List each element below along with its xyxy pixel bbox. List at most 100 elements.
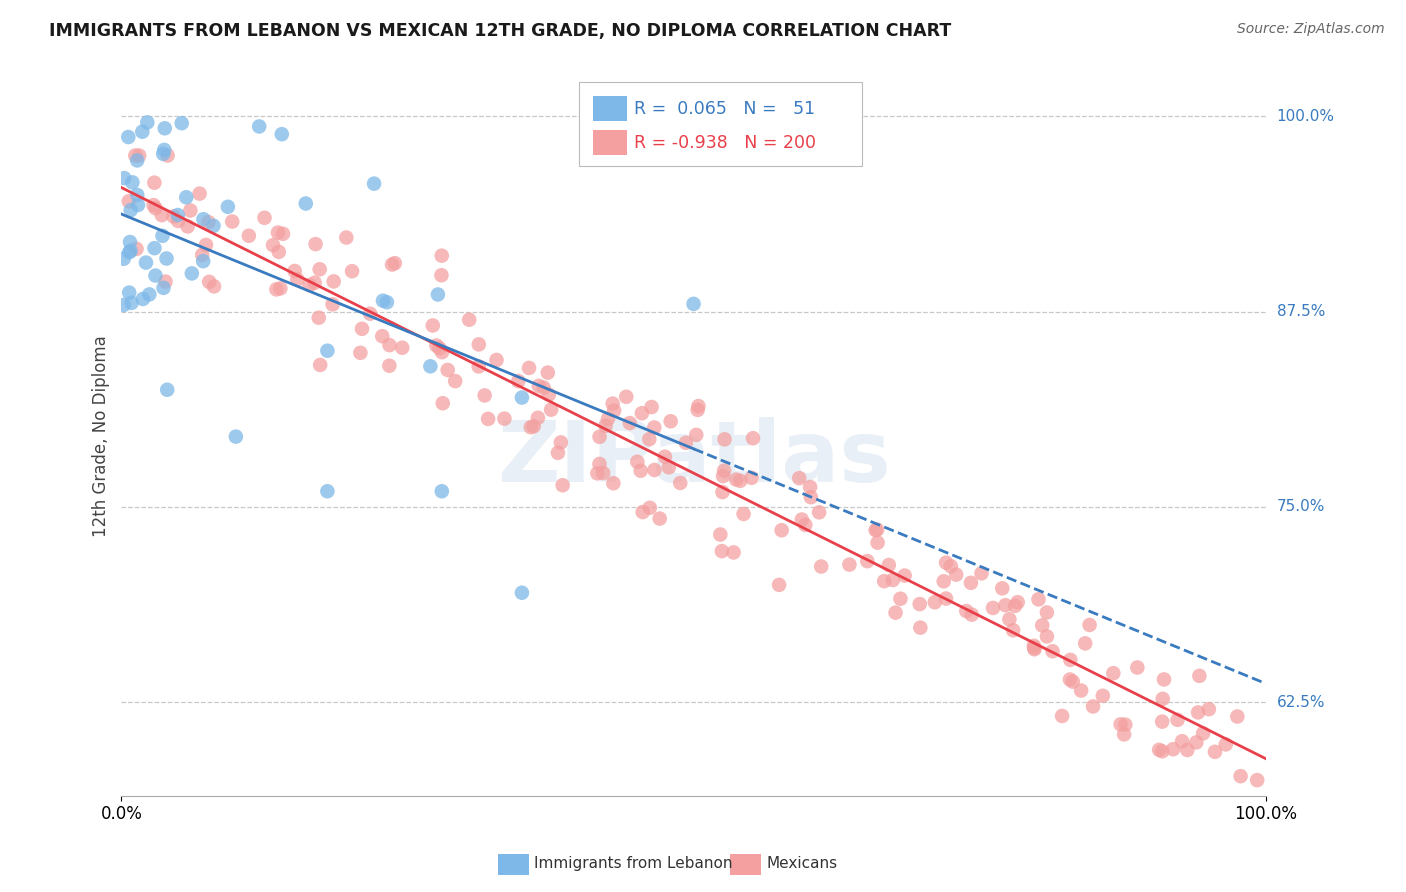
- Point: [1081, 699, 1104, 714]
- Point: [631, 505, 654, 519]
- Point: [1147, 743, 1170, 757]
- Point: [121, 175, 143, 189]
- Point: [127, 198, 149, 212]
- Point: [127, 153, 149, 168]
- Point: [799, 480, 821, 494]
- Point: [686, 403, 709, 417]
- Point: [349, 346, 371, 360]
- Point: [1031, 618, 1053, 632]
- Point: [960, 575, 983, 590]
- Point: [856, 554, 879, 568]
- Point: [808, 505, 831, 519]
- Point: [371, 329, 394, 343]
- Point: [939, 559, 962, 574]
- Point: [510, 586, 533, 600]
- Point: [430, 249, 453, 263]
- Point: [1188, 669, 1211, 683]
- Point: [118, 245, 141, 260]
- Point: [508, 374, 530, 388]
- Point: [391, 341, 413, 355]
- Point: [112, 171, 135, 186]
- Point: [142, 198, 165, 212]
- Point: [253, 211, 276, 225]
- Text: ZIPatlas: ZIPatlas: [496, 417, 890, 500]
- Point: [1152, 691, 1174, 706]
- Point: [359, 307, 381, 321]
- Point: [238, 228, 260, 243]
- Point: [537, 366, 560, 380]
- Point: [981, 601, 1004, 615]
- Point: [429, 341, 451, 355]
- Point: [1002, 624, 1025, 638]
- Point: [768, 578, 790, 592]
- Point: [474, 388, 496, 402]
- Point: [893, 568, 915, 582]
- Point: [1161, 742, 1184, 756]
- Point: [221, 214, 243, 228]
- Point: [866, 523, 889, 537]
- Point: [155, 275, 177, 289]
- Point: [202, 279, 225, 293]
- Point: [1175, 743, 1198, 757]
- Text: 87.5%: 87.5%: [1277, 304, 1324, 319]
- Point: [1198, 702, 1220, 716]
- Point: [188, 186, 211, 201]
- Point: [603, 403, 626, 417]
- Point: [865, 523, 887, 537]
- Point: [335, 230, 357, 244]
- Point: [426, 287, 449, 301]
- Point: [419, 359, 441, 374]
- Point: [991, 582, 1014, 596]
- Point: [284, 264, 307, 278]
- Point: [998, 612, 1021, 626]
- Point: [198, 275, 221, 289]
- Point: [1024, 640, 1046, 655]
- Point: [790, 512, 813, 526]
- Point: [659, 414, 682, 428]
- Point: [741, 471, 763, 485]
- Point: [1185, 735, 1208, 749]
- Point: [713, 464, 735, 478]
- Point: [477, 412, 499, 426]
- Text: Mexicans: Mexicans: [766, 856, 838, 871]
- Point: [191, 248, 214, 262]
- Point: [197, 215, 219, 229]
- Point: [713, 433, 735, 447]
- Point: [340, 264, 363, 278]
- Point: [156, 148, 179, 162]
- Point: [384, 256, 406, 270]
- Point: [304, 237, 326, 252]
- Point: [285, 272, 308, 286]
- Point: [193, 254, 215, 268]
- Point: [1109, 717, 1132, 731]
- Point: [138, 287, 160, 301]
- Point: [1229, 769, 1251, 783]
- Point: [523, 419, 546, 434]
- Point: [742, 431, 765, 445]
- Point: [298, 278, 321, 293]
- Point: [588, 457, 610, 471]
- Point: [162, 210, 184, 224]
- Point: [202, 219, 225, 233]
- Text: Source: ZipAtlas.com: Source: ZipAtlas.com: [1237, 22, 1385, 37]
- Point: [955, 604, 977, 618]
- Point: [1215, 738, 1237, 752]
- Point: [614, 390, 637, 404]
- Point: [170, 116, 193, 130]
- Point: [174, 190, 197, 204]
- Point: [120, 244, 142, 258]
- Point: [316, 343, 339, 358]
- Point: [1167, 713, 1189, 727]
- Point: [643, 420, 665, 434]
- Point: [322, 274, 344, 288]
- Point: [1059, 673, 1081, 687]
- Point: [1114, 727, 1136, 741]
- Point: [436, 363, 458, 377]
- Point: [430, 345, 453, 359]
- Point: [322, 297, 344, 311]
- Point: [551, 478, 574, 492]
- Point: [308, 262, 330, 277]
- Point: [143, 176, 166, 190]
- Point: [1102, 666, 1125, 681]
- Point: [125, 242, 148, 256]
